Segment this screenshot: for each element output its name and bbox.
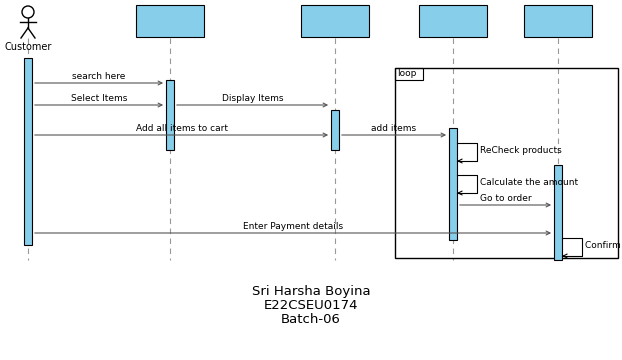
Bar [136,5,204,37]
Text: Confirm Order: Confirm Order [585,241,622,250]
Text: ReCheck products: ReCheck products [480,146,562,155]
Bar [166,80,174,150]
Text: Order: Order [544,16,572,26]
Text: Select Items: Select Items [71,94,127,103]
Text: Enter Payment details: Enter Payment details [243,222,343,231]
Text: E22CSEU0174: E22CSEU0174 [264,299,358,312]
Text: Sri Harsha Boyina: Sri Harsha Boyina [252,285,370,298]
Bar [301,5,369,37]
Text: Items: Items [322,16,349,26]
Text: Shopping
cart: Shopping cart [430,10,476,32]
Text: Go to order: Go to order [480,194,531,203]
Text: Calculate the amount: Calculate the amount [480,178,578,187]
Bar [331,110,339,150]
Text: search here: search here [72,72,126,81]
Bar [419,5,487,37]
Bar [554,165,562,260]
Text: Batch-06: Batch-06 [281,313,341,326]
Bar [395,68,423,80]
Text: Onine
Shopping: Onine Shopping [147,10,193,32]
Text: Add all items to cart: Add all items to cart [136,124,228,133]
Bar [24,58,32,245]
Text: Customer: Customer [4,42,52,52]
Bar [524,5,592,37]
Text: Display Items: Display Items [222,94,283,103]
Text: loop: loop [397,69,416,78]
Text: add items: add items [371,124,417,133]
Bar [449,128,457,240]
Bar [395,68,618,258]
